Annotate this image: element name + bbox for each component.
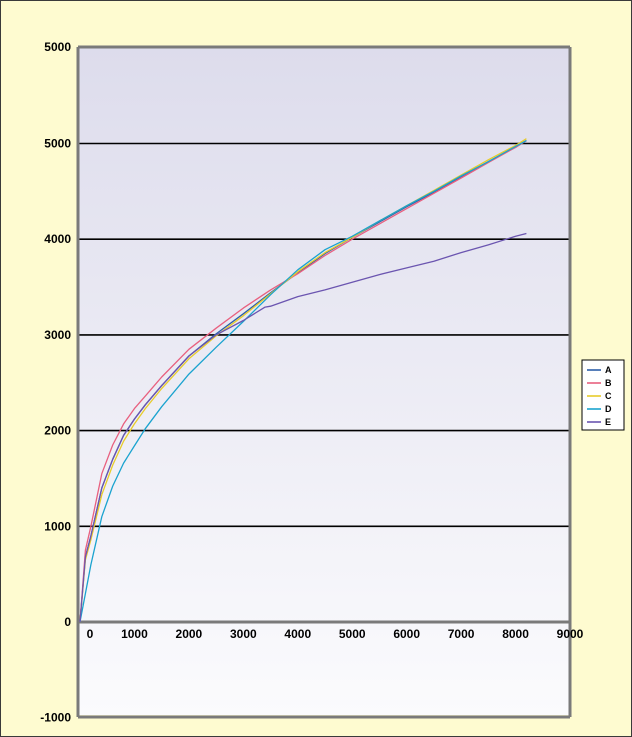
- x-tick-labels: 0 1000 2000 3000 4000 5000 6000 7000 8000 9000: [87, 627, 584, 641]
- series-line-E: [79, 232, 527, 623]
- gridlines: [78, 142, 570, 528]
- axes: [76, 45, 572, 719]
- y-tick-labels: -1000 0 1000 2000 3000 4000 5000 5000: [40, 40, 71, 725]
- y-tick-label: -1000: [40, 711, 71, 725]
- legend-label-C: C: [605, 391, 612, 401]
- series-line-B: [79, 140, 527, 623]
- series-line-C: [79, 138, 527, 623]
- legend-label-E: E: [605, 417, 611, 427]
- x-tick-label: 0: [87, 627, 94, 641]
- series-lines: [79, 138, 527, 623]
- y-tick-label: 5000: [44, 137, 71, 151]
- y-tick-label: 3000: [44, 328, 71, 342]
- x-tick-label: 1000: [121, 627, 148, 641]
- legend-label-A: A: [605, 365, 612, 375]
- y-tick-label: 1000: [44, 519, 71, 533]
- plot-area: [78, 47, 570, 715]
- y-tick-label: 5000: [44, 40, 71, 54]
- x-tick-label: 6000: [393, 627, 420, 641]
- x-tick-label: 4000: [284, 627, 311, 641]
- legend-label-D: D: [605, 404, 612, 414]
- y-tick-label: 0: [64, 615, 71, 629]
- y-tick-label: 2000: [44, 424, 71, 438]
- x-tick-label: 8000: [502, 627, 529, 641]
- y-tick-label: 4000: [44, 232, 71, 246]
- x-tick-label: 2000: [176, 627, 203, 641]
- x-tick-label: 7000: [448, 627, 475, 641]
- x-tick-label: 3000: [230, 627, 257, 641]
- legend-label-B: B: [605, 378, 612, 388]
- legend-box: [581, 359, 625, 431]
- x-tick-label: 9000: [557, 627, 584, 641]
- x-tick-label: 5000: [339, 627, 366, 641]
- series-line-D: [79, 140, 527, 623]
